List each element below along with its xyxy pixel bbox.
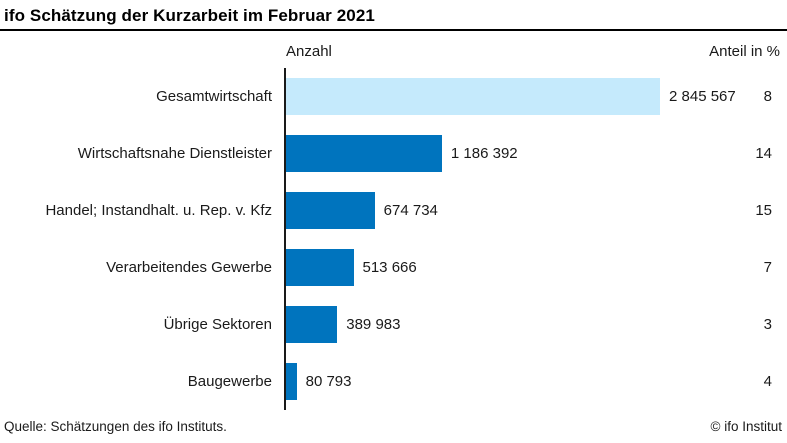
copyright-note: © ifo Institut: [710, 419, 782, 434]
bar: [286, 249, 354, 286]
header-spacer: [0, 31, 284, 68]
bar-row: 389 983 3: [284, 296, 787, 353]
column-headers: Anzahl Anteil in %: [0, 31, 787, 68]
bar-value-label: 80 793: [305, 373, 352, 390]
share-percent-label: 7: [763, 259, 772, 276]
chart-title: ifo Schätzung der Kurzarbeit im Februar …: [4, 6, 375, 25]
category-label: Wirtschaftsnahe Dienstleister: [77, 145, 272, 162]
bar-row: 2 845 567 8: [284, 68, 787, 125]
bar-row: 1 186 392 14: [284, 125, 787, 182]
title-block: ifo Schätzung der Kurzarbeit im Februar …: [0, 0, 787, 31]
source-note: Quelle: Schätzungen des ifo Instituts.: [4, 419, 227, 434]
share-percent-label: 14: [755, 145, 772, 162]
bar: [286, 192, 375, 229]
bar-row: 80 793 4: [284, 353, 787, 410]
category-label: Übrige Sektoren: [163, 316, 272, 333]
bar-value-label: 674 734: [383, 202, 438, 219]
count-column-header: Anzahl: [286, 43, 332, 60]
share-percent-label: 4: [763, 373, 772, 390]
share-percent-label: 8: [763, 88, 772, 105]
share-percent-label: 3: [763, 316, 772, 333]
category-label: Baugewerbe: [187, 373, 272, 390]
bar-rows: Gesamtwirtschaft 2 845 567 8 Wirtschafts…: [0, 68, 787, 410]
bar-value-label: 389 983: [346, 316, 401, 333]
category-label: Handel; Instandhalt. u. Rep. v. Kfz: [45, 202, 272, 219]
bar: [286, 135, 442, 172]
bar: [286, 363, 297, 400]
share-percent-label: 15: [755, 202, 772, 219]
bar-value-label: 513 666: [362, 259, 417, 276]
bar-row: 513 666 7: [284, 239, 787, 296]
share-column-header: Anteil in %: [709, 43, 780, 60]
bar: [286, 306, 338, 343]
category-label: Gesamtwirtschaft: [156, 88, 272, 105]
bar: [286, 78, 660, 115]
footer: Quelle: Schätzungen des ifo Instituts. ©…: [0, 414, 787, 443]
category-label: Verarbeitendes Gewerbe: [106, 259, 272, 276]
bar-value-label: 1 186 392: [450, 145, 518, 162]
bar-row: 674 734 15: [284, 182, 787, 239]
bar-value-label: 2 845 567: [669, 88, 736, 105]
